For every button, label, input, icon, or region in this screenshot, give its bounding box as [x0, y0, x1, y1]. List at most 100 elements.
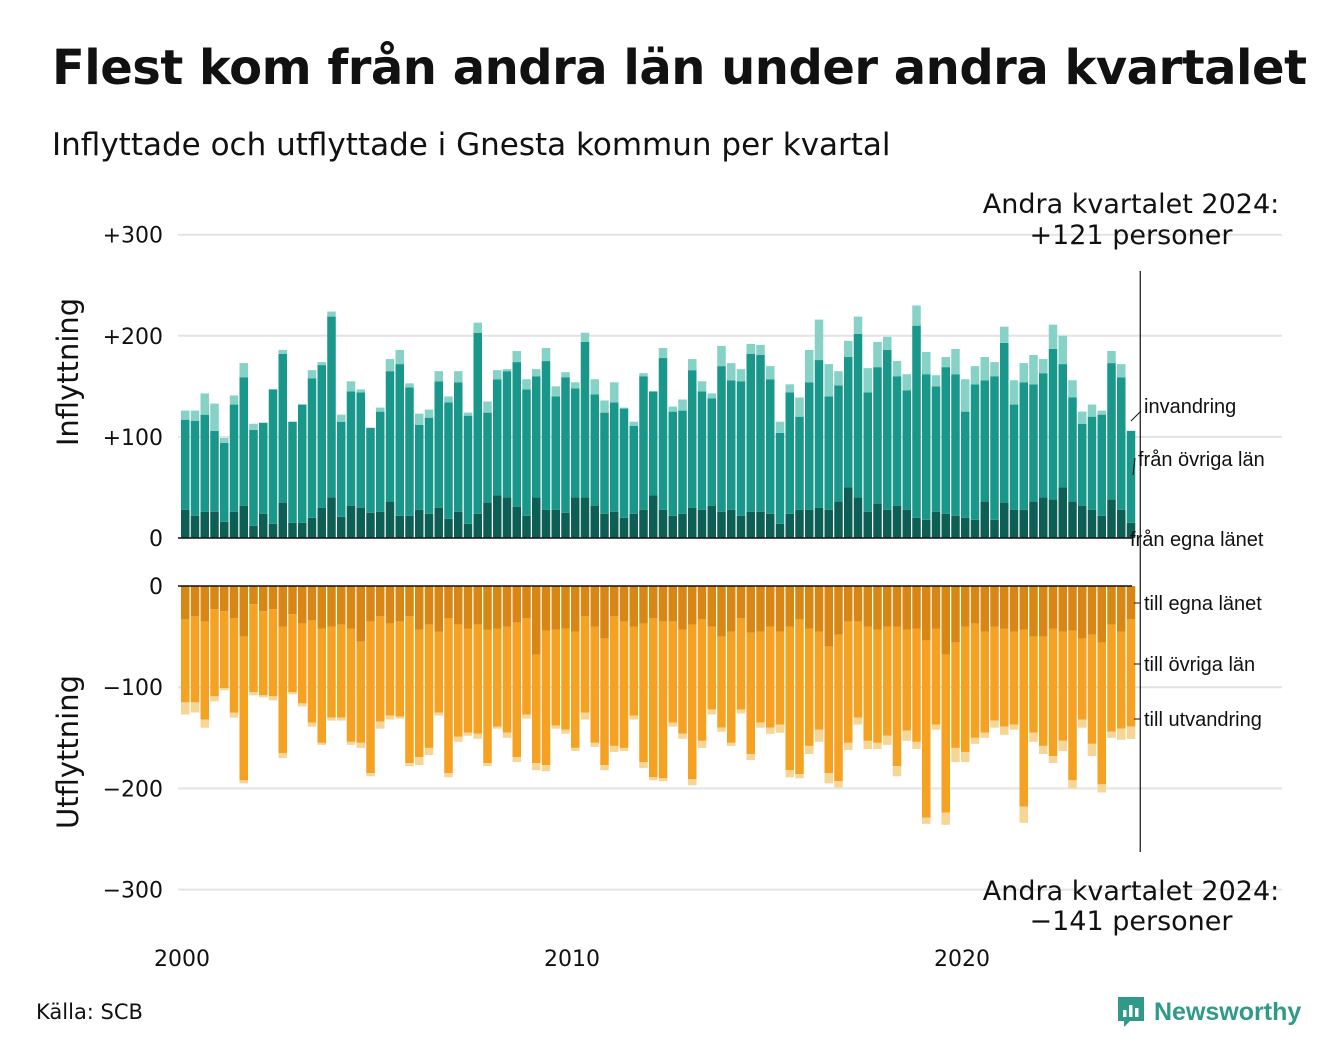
bar-in-own	[424, 513, 434, 538]
bar-in-own	[727, 509, 736, 538]
y-axis-title-utflyttning: Utflyttning	[51, 675, 85, 829]
bar-out-other	[1126, 619, 1136, 727]
bar-in-abroad	[1019, 363, 1028, 383]
bar-out-abroad	[1068, 780, 1077, 789]
bar-out-abroad	[1000, 726, 1009, 735]
bar-in-own	[766, 513, 775, 538]
bar-in-own	[229, 511, 239, 538]
bar-in-other	[181, 419, 190, 510]
bar-out-other	[385, 623, 395, 716]
bar-out-own	[551, 586, 560, 630]
bar-out-own	[239, 586, 248, 637]
bar-in-own	[220, 521, 229, 538]
bar-out-abroad	[756, 722, 765, 728]
bar-in-other	[892, 376, 902, 506]
bar-out-own	[912, 586, 921, 629]
bar-in-other	[970, 384, 980, 520]
bar-in-abroad	[571, 382, 580, 389]
bar-in-own	[951, 515, 960, 538]
bar-in-other	[834, 385, 843, 502]
bar-in-abroad	[405, 383, 414, 388]
bar-out-other	[444, 618, 453, 774]
bar-out-other	[629, 626, 638, 716]
bar-in-abroad	[463, 412, 473, 416]
bar-out-other	[473, 624, 482, 734]
bar-out-abroad	[941, 812, 950, 825]
bar-in-abroad	[658, 347, 668, 359]
bar-out-own	[883, 586, 892, 627]
bar-out-abroad	[337, 717, 346, 721]
bar-in-other	[766, 379, 775, 514]
bar-in-abroad	[736, 369, 746, 382]
bar-in-abroad	[356, 389, 365, 393]
series-label-leader	[1130, 410, 1142, 422]
bar-in-other	[717, 366, 726, 512]
bar-out-own	[814, 586, 824, 632]
bar-in-other	[376, 411, 385, 512]
bar-out-other	[951, 642, 960, 748]
bar-in-own	[541, 509, 551, 538]
bar-in-abroad	[756, 344, 765, 356]
bar-out-own	[522, 586, 531, 619]
chart-title: Flest kom från andra län under andra kva…	[52, 40, 1307, 96]
bar-out-abroad	[785, 770, 794, 778]
bar-in-other	[571, 388, 580, 498]
series-label-fran-egna-lanet: från egna länet	[1130, 529, 1264, 551]
bar-in-own	[873, 503, 882, 538]
bar-in-other	[795, 416, 804, 510]
bar-out-abroad	[805, 745, 814, 754]
bar-out-abroad	[639, 762, 648, 769]
bar-in-own	[795, 509, 804, 538]
bar-in-other	[473, 332, 482, 514]
bar-in-own	[1078, 505, 1087, 538]
bar-out-other	[541, 630, 551, 766]
bar-out-own	[980, 586, 989, 632]
bar-in-own	[200, 511, 209, 538]
bar-in-own	[844, 487, 853, 538]
bar-out-abroad	[1117, 728, 1126, 740]
bar-out-other	[863, 626, 872, 741]
bar-in-own	[668, 515, 677, 538]
bar-out-own	[766, 586, 775, 627]
bar-in-other	[941, 367, 950, 514]
bar-in-abroad	[190, 410, 200, 421]
bar-in-abroad	[970, 366, 980, 385]
bar-out-other	[463, 628, 473, 733]
bar-out-abroad	[775, 724, 785, 733]
y-axis-title-inflyttning: Inflyttning	[51, 298, 85, 446]
bar-out-other	[590, 626, 599, 743]
bar-out-own	[961, 586, 970, 627]
bar-in-other	[922, 374, 931, 520]
bar-in-abroad	[990, 362, 999, 377]
bar-out-other	[668, 621, 677, 723]
bar-in-own	[834, 501, 843, 538]
bar-in-own	[961, 517, 970, 538]
bar-in-other	[239, 377, 248, 506]
bar-out-abroad	[181, 702, 190, 715]
bar-out-own	[376, 586, 385, 617]
bar-out-abroad	[1087, 743, 1097, 757]
bar-in-other	[1117, 377, 1126, 510]
bar-in-other	[337, 421, 346, 517]
bar-in-abroad	[814, 319, 824, 361]
bar-in-other	[454, 382, 463, 512]
bar-in-own	[181, 509, 190, 538]
bar-in-own	[454, 511, 463, 538]
bar-in-other	[746, 353, 755, 512]
bar-out-other	[522, 618, 531, 715]
bar-out-own	[580, 586, 590, 617]
bar-in-abroad	[551, 386, 560, 397]
bar-out-own	[688, 586, 697, 625]
bar-in-abroad	[483, 401, 492, 413]
bar-out-other	[483, 629, 492, 764]
bar-out-own	[415, 586, 424, 630]
bar-in-other	[1068, 397, 1077, 502]
bar-out-other	[775, 631, 785, 725]
bar-in-own	[337, 516, 346, 538]
bar-in-abroad	[473, 322, 482, 333]
bar-out-other	[395, 621, 404, 717]
bar-out-own	[756, 586, 765, 632]
brand-name: Newsworthy	[1154, 997, 1302, 1026]
bar-out-other	[346, 628, 356, 742]
bar-out-other	[1058, 631, 1067, 741]
